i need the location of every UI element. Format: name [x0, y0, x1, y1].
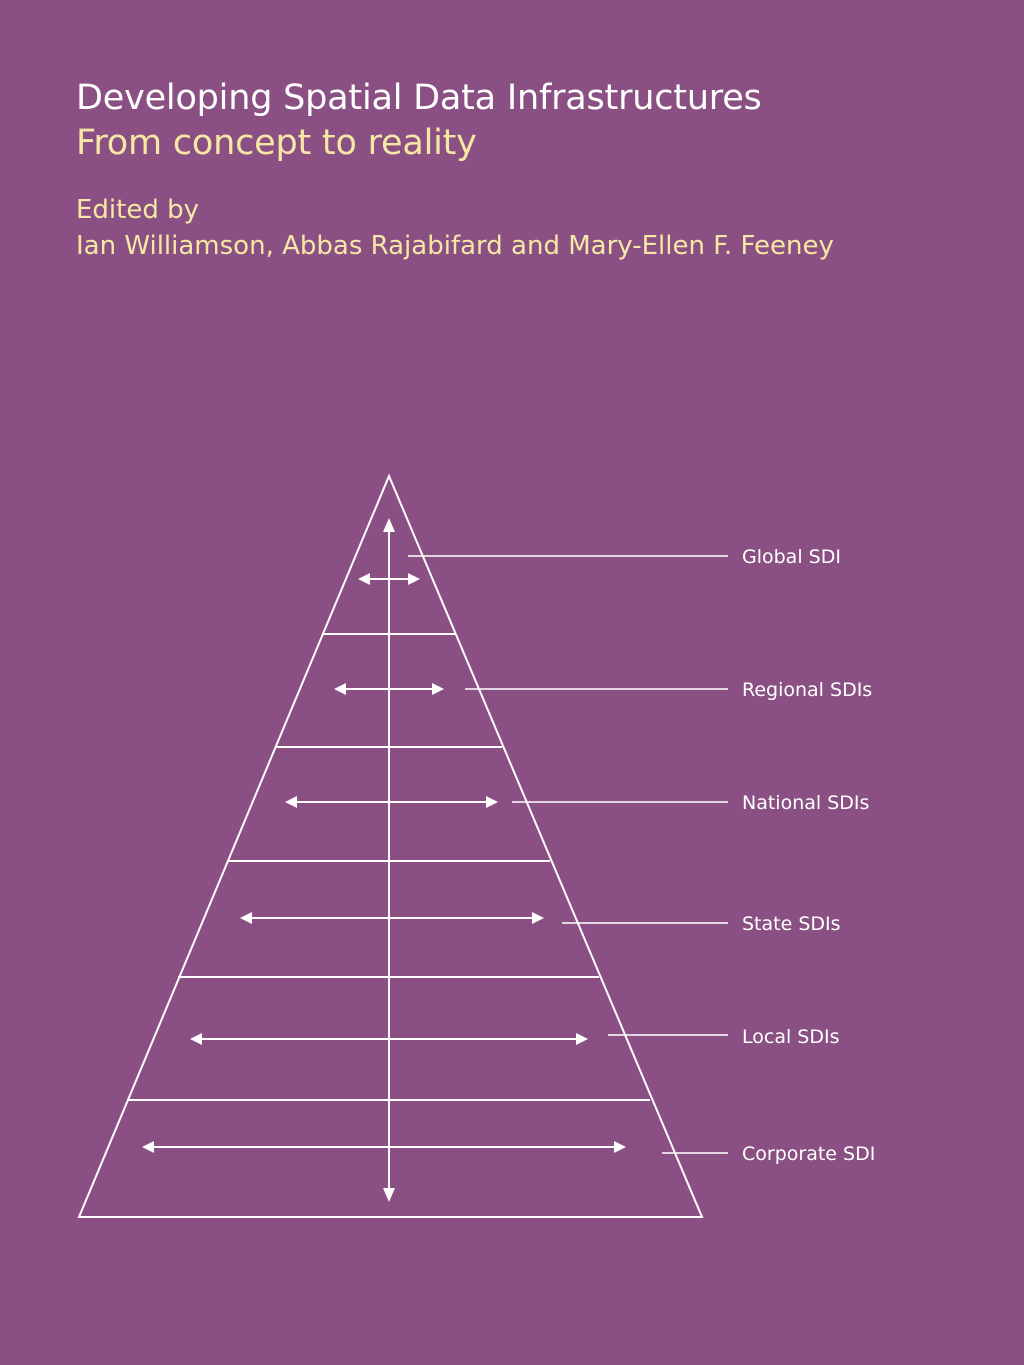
horizontal-arrow-corporate: [142, 1141, 626, 1153]
horizontal-arrow-regional: [334, 683, 444, 695]
horizontal-arrow-global: [358, 573, 420, 585]
edited-by-label: Edited by: [76, 195, 200, 225]
horizontal-arrow-state: [240, 912, 544, 924]
tier-label-corporate: Corporate SDI: [742, 1143, 875, 1165]
book-subtitle: From concept to reality: [76, 123, 477, 163]
sdi-hierarchy-diagram: Global SDI Regional SDIs National SDIs S…: [77, 473, 875, 1218]
tier-label-regional: Regional SDIs: [742, 679, 872, 701]
editors-names: Ian Williamson, Abbas Rajabifard and Mar…: [76, 231, 834, 261]
vertical-double-arrow: [383, 518, 395, 1202]
book-title: Developing Spatial Data Infrastructures: [76, 78, 762, 118]
editors-block: Edited by Ian Williamson, Abbas Rajabifa…: [76, 192, 996, 264]
horizontal-arrow-local: [190, 1033, 588, 1045]
title-block: Developing Spatial Data Infrastructures …: [76, 76, 996, 166]
horizontal-arrow-national: [285, 796, 498, 808]
pyramid-outline: [77, 473, 704, 1218]
tier-label-local: Local SDIs: [742, 1026, 839, 1048]
tier-label-global: Global SDI: [742, 546, 841, 568]
tier-label-state: State SDIs: [742, 913, 841, 935]
tier-label-national: National SDIs: [742, 792, 869, 814]
